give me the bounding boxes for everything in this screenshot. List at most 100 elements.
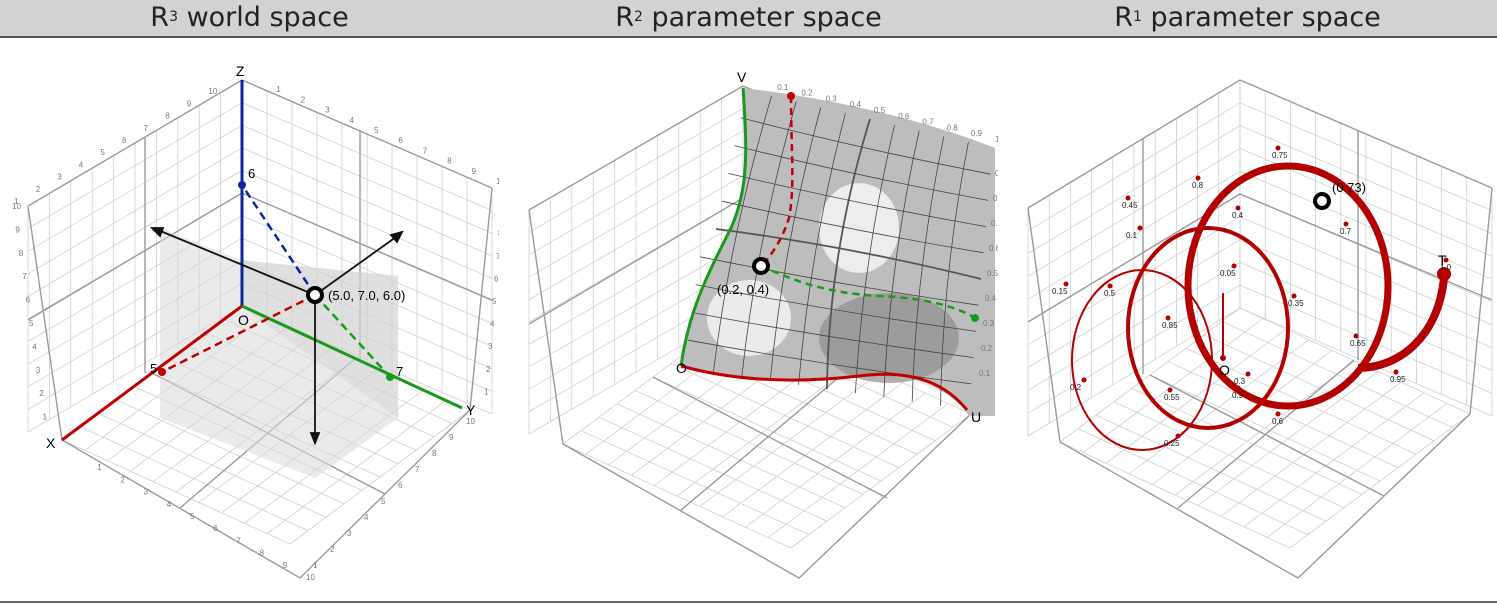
curve-tick-mark: [1231, 263, 1237, 269]
z-tick-label: 7: [496, 252, 499, 261]
box-edge: [27, 187, 493, 579]
x-projection: [161, 293, 316, 374]
t-tick-label: 0.15: [1052, 287, 1068, 296]
t-tick-label: 0.9: [1232, 391, 1244, 400]
mesh-u-line: [940, 142, 969, 406]
grid-line: [97, 412, 327, 518]
grid-line: [1027, 216, 1241, 346]
v-curve-dot: [971, 314, 979, 322]
grid-line: [1059, 441, 1291, 549]
x-tick-label: 9: [283, 561, 288, 570]
grid-major-line: [1177, 359, 1355, 509]
surface-shadow: [819, 293, 959, 383]
z-tick-label: 3: [36, 366, 41, 375]
grid-line: [115, 399, 345, 505]
x-tick-label: 6: [213, 524, 218, 533]
grid-line: [598, 416, 828, 522]
z-tick-label: 4: [490, 320, 495, 329]
curve-start-dot: [1220, 355, 1226, 361]
top-tick-label: 5: [374, 126, 379, 135]
r2-point-label: (0.2, 0.4): [717, 282, 769, 297]
top-tick-label: 10: [496, 177, 499, 186]
grid-line: [1174, 360, 1356, 496]
mesh-u-line: [741, 101, 797, 377]
z-tick-label: 8: [498, 229, 499, 238]
grid-line: [1197, 371, 1379, 506]
grid-line: [1027, 307, 1241, 437]
r2-parameter-panel: (0.2, 0.4) O V U 0.10.20.30.40.50.60.70.…: [528, 69, 998, 579]
t-tick-label: 0.25: [1164, 439, 1180, 448]
mesh-u-line: [883, 130, 920, 398]
u-tick-label: 0.4: [850, 100, 862, 109]
curve-loop-medium: [1126, 226, 1290, 430]
curve-tick-mark: [1081, 377, 1087, 383]
curve-tick-mark: [1195, 175, 1201, 181]
v-axis-label: V: [737, 69, 747, 85]
grid-line: [1027, 262, 1241, 391]
top-tick-label: 1: [276, 85, 281, 94]
y-tick-label: 5: [381, 497, 386, 506]
curve-tick-mark: [1343, 221, 1349, 227]
direction-arrows: [149, 227, 404, 446]
r2-point-marker[interactable]: [752, 257, 770, 275]
mesh-u-line: [769, 107, 822, 381]
v-tick-label: 0.3: [983, 319, 995, 328]
x-tick-label: 5: [190, 512, 195, 521]
grid-line: [562, 443, 792, 549]
footer-rule: [0, 601, 1497, 603]
box-edge: [1027, 79, 1493, 209]
world-point-marker[interactable]: [306, 286, 324, 304]
t-tick-label: 0.7: [1340, 227, 1352, 236]
top-tick-label: 6: [398, 136, 403, 145]
curve-tick-mark: [1443, 257, 1449, 263]
grid-line: [1131, 388, 1363, 495]
t-tick-label: 0.4: [1232, 211, 1244, 220]
grid-major-line: [241, 192, 493, 301]
curve-tick-mark: [1063, 281, 1069, 287]
y-tick-label: 1: [313, 561, 318, 570]
r1-tick-labels: 0.05 0.1 0.15 0.2 0.25 0.3 0.35 0.4 0.45 0.5 0.55 0…: [1052, 145, 1452, 448]
mesh-v-line: [722, 200, 984, 254]
mesh-v-line: [700, 256, 979, 306]
curve-end-segment: [1357, 277, 1448, 372]
v-tick-label: 1.0: [997, 144, 998, 153]
grid-line: [790, 413, 972, 549]
y-tick-label: 4: [364, 513, 369, 522]
grid-line: [79, 426, 309, 531]
u-tick-label: 0.6: [898, 112, 910, 121]
z-tick-label: 5: [29, 319, 34, 328]
x-tick-label: 1: [97, 463, 102, 472]
r2-tick-labels: 0.1 0.2 0.3 0.4 0.5 0.6 0.7 0.8 0.9 1.0 0.1 0.2 0.3 0…: [777, 83, 998, 378]
t-tick-label: 0.8: [1192, 181, 1204, 190]
r1-point-marker[interactable]: [1313, 192, 1331, 210]
grid-line: [1095, 414, 1327, 522]
z-tick-label: 9: [15, 225, 20, 234]
v-tick-label: 0.5: [987, 269, 998, 278]
curve-tick-mark: [1245, 371, 1251, 377]
mesh-v-line: [734, 145, 989, 201]
y-axis: [241, 304, 463, 410]
y-axis-label: Y: [466, 402, 476, 418]
t-tick-label: 0.45: [1122, 201, 1138, 210]
mesh-v-line: [740, 117, 991, 175]
v-tick-label: 0.8: [993, 194, 998, 203]
top-tick-label: 8: [165, 112, 170, 121]
mesh-u-line: [826, 118, 871, 390]
grid-line: [1239, 284, 1493, 394]
y-tick-label: 7: [415, 465, 420, 474]
top-tick-label: 4: [350, 116, 355, 125]
curve-tick-mark: [1275, 145, 1281, 151]
title-r2-parameter-space: R2 parameter space: [615, 2, 882, 33]
u-tick-label: 0.2: [801, 89, 813, 98]
x-tick-label: 8: [260, 549, 265, 558]
curve-tick-mark: [1393, 369, 1399, 375]
world-space-panel: 1111011222922333833444744555655666566777…: [12, 63, 499, 582]
grid-line: [1266, 403, 1448, 538]
grid-line: [1113, 401, 1345, 509]
u-tick-label: 0.3: [826, 94, 838, 103]
r1-grid-box: [1027, 79, 1493, 579]
mesh-u-line: [798, 113, 846, 385]
r1-point-label: (0.73): [1332, 180, 1366, 195]
mesh-v-line: [691, 312, 974, 358]
box-edge: [27, 79, 493, 207]
